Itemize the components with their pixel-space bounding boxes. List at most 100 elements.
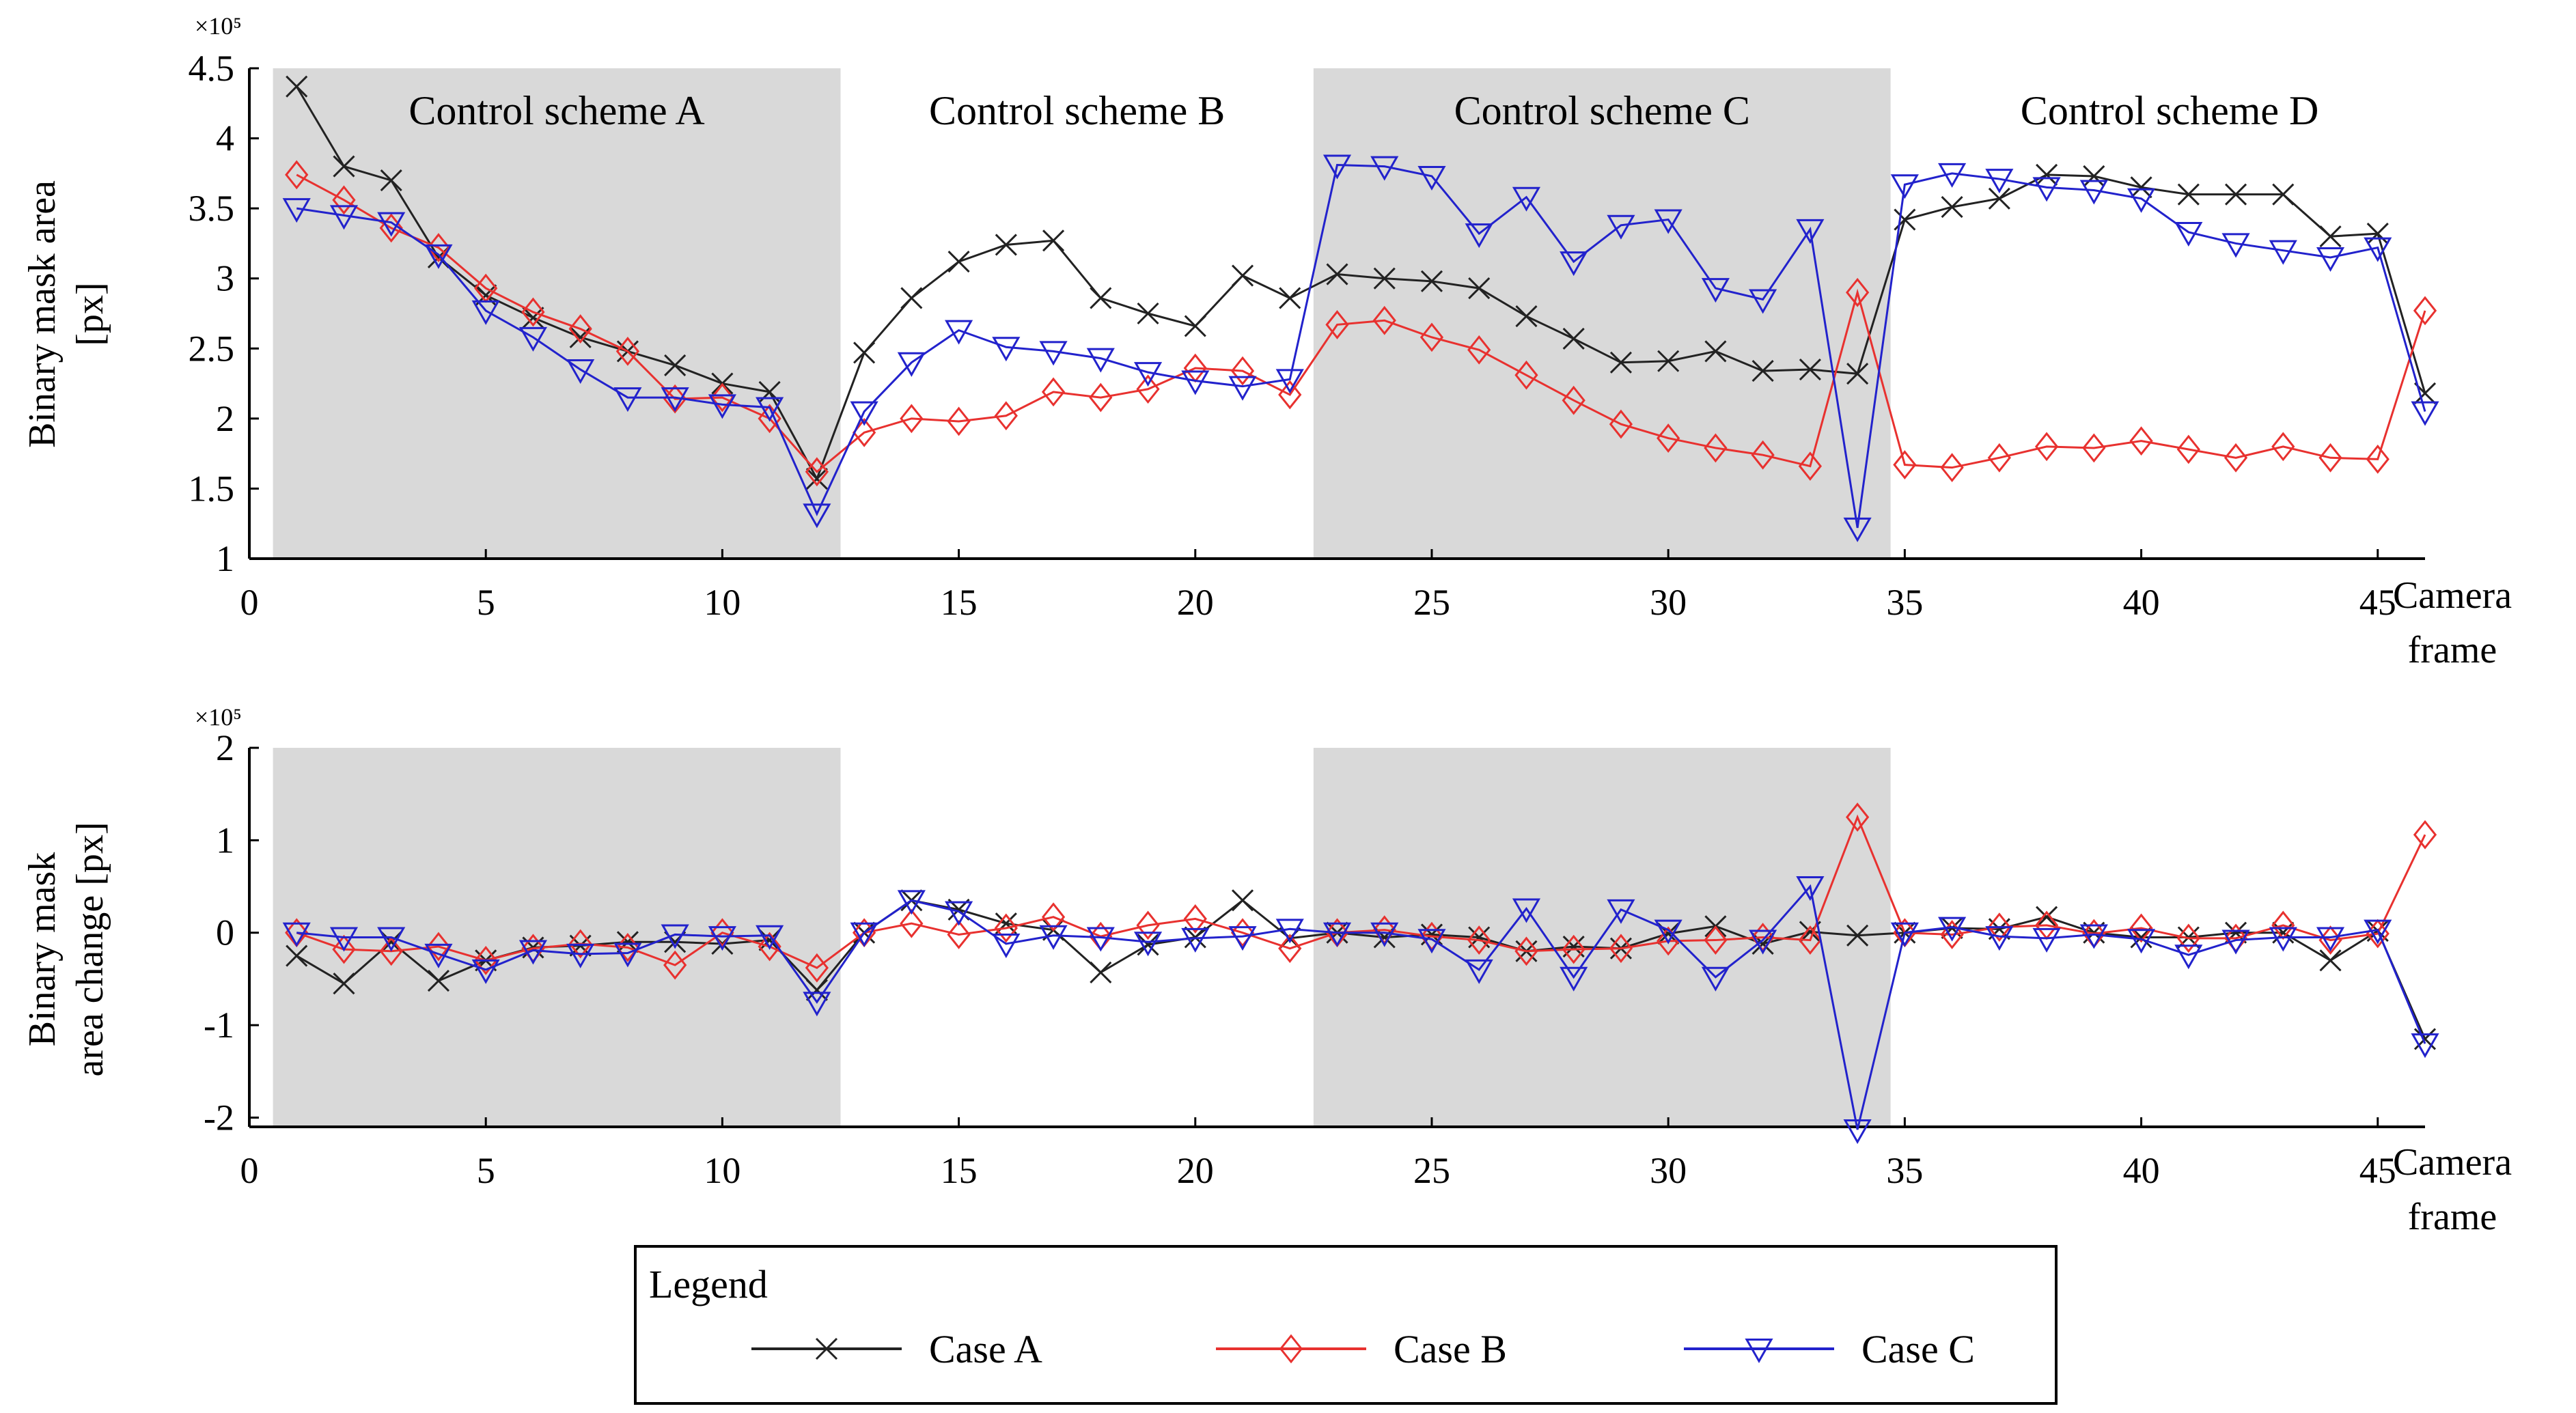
top-point-case-c-17	[1039, 341, 1068, 366]
top-x-tick-label-1: 5	[477, 582, 495, 623]
top-point-case-b-17	[1041, 377, 1066, 407]
bottom-point-case-b-40	[2129, 913, 2153, 943]
bottom-point-case-b-3	[379, 936, 403, 966]
top-point-case-b-29	[1609, 409, 1633, 439]
top-point-case-c-5	[471, 300, 500, 325]
top-point-case-a-38	[2036, 163, 2058, 186]
bottom-point-case-b-24	[1372, 915, 1396, 945]
top-point-case-a-3	[380, 169, 402, 192]
top-point-case-a-7	[569, 326, 592, 348]
bottom-point-case-b-37	[1987, 912, 2011, 942]
bottom-point-case-c-26	[1465, 959, 1493, 984]
top-y-scale-label: ×10⁵	[195, 12, 242, 40]
legend-label: Case A	[929, 1327, 1042, 1371]
top-point-case-c-42	[2221, 233, 2250, 258]
bottom-point-case-b-2	[332, 934, 356, 964]
top-point-case-c-26	[1465, 223, 1493, 249]
bottom-point-case-c-37	[1985, 926, 2014, 951]
top-point-case-a-19	[1137, 302, 1159, 325]
bottom-point-case-b-9	[663, 950, 687, 980]
top-point-case-a-24	[1373, 267, 1396, 290]
bottom-y-tick-label-3: 1	[216, 820, 234, 861]
top-point-case-a-42	[2224, 183, 2247, 206]
top-point-case-c-11	[756, 397, 784, 422]
bottom-y-scale-label: ×10⁵	[195, 703, 242, 731]
bottom-x-tick-label-9: 45	[2359, 1150, 2396, 1191]
top-point-case-b-16	[994, 401, 1018, 431]
top-x-tick-label-9: 45	[2359, 582, 2396, 623]
top-point-case-a-44	[2319, 225, 2342, 248]
bottom-point-case-a-19	[1137, 934, 1159, 956]
top-point-case-c-39	[2079, 180, 2108, 205]
top-point-case-c-43	[2269, 240, 2297, 265]
legend-triangle-down-marker	[1745, 1339, 1773, 1364]
top-x-label-line2: frame	[2408, 629, 2497, 671]
bottom-point-case-c-19	[1133, 932, 1163, 957]
top-x-tick-label-0: 0	[240, 582, 259, 623]
top-region-shade-0	[273, 68, 841, 559]
top-markers-case-c	[282, 154, 2439, 542]
top-point-case-a-43	[2272, 183, 2295, 206]
bottom-point-case-c-5	[471, 959, 500, 984]
bottom-x-label-line2: frame	[2408, 1196, 2497, 1238]
bottom-series	[282, 802, 2439, 1145]
top-point-case-b-25	[1419, 322, 1444, 352]
bottom-point-case-a-1	[286, 945, 308, 967]
bottom-point-case-c-34	[1843, 1119, 1872, 1145]
bottom-point-case-c-23	[1322, 922, 1352, 947]
top-point-case-a-28	[1562, 327, 1585, 350]
bottom-point-case-c-33	[1796, 876, 1825, 901]
bottom-point-case-c-27	[1512, 898, 1541, 923]
bottom-point-case-b-41	[2176, 923, 2200, 953]
top-point-case-a-25	[1420, 270, 1443, 292]
bottom-point-case-c-9	[661, 924, 689, 949]
top-point-case-b-41	[2176, 434, 2200, 464]
bottom-point-case-c-16	[992, 933, 1021, 958]
top-point-case-b-38	[2034, 432, 2059, 462]
bottom-point-case-a-3	[380, 931, 402, 953]
bottom-point-case-c-14	[897, 890, 926, 915]
bottom-point-case-c-44	[2316, 927, 2345, 952]
top-y-label-line1: Binary mask area	[21, 180, 64, 448]
top-point-case-a-20	[1184, 315, 1206, 337]
bottom-point-case-c-11	[756, 925, 784, 950]
bottom-point-case-c-7	[566, 943, 595, 968]
top-point-case-a-37	[1988, 187, 2010, 210]
top-point-case-b-26	[1467, 335, 1491, 365]
bottom-point-case-c-18	[1086, 927, 1115, 952]
bottom-point-case-c-31	[1701, 966, 1730, 992]
top-control-regions: Control scheme A Control scheme B Control …	[273, 68, 2318, 559]
bottom-series-line-case-c	[296, 884, 2426, 1130]
top-point-case-a-13	[853, 341, 876, 364]
top-point-case-c-14	[897, 352, 926, 377]
bottom-point-case-b-33	[1798, 925, 1823, 955]
top-point-case-c-30	[1654, 209, 1682, 234]
top-point-case-c-6	[518, 326, 548, 352]
bottom-point-case-c-29	[1607, 899, 1635, 924]
bottom-point-case-b-7	[568, 929, 592, 959]
top-x-label-line1: Camera	[2393, 574, 2512, 617]
top-axes	[248, 68, 2425, 560]
bottom-point-case-c-17	[1039, 925, 1068, 950]
top-point-case-a-16	[995, 234, 1017, 256]
bottom-x-tick-label-0: 0	[240, 1150, 259, 1191]
top-point-case-a-30	[1657, 350, 1680, 372]
legend-label: Case B	[1394, 1327, 1507, 1371]
bottom-point-case-c-42	[2221, 929, 2250, 955]
top-point-case-b-22	[1278, 380, 1302, 410]
top-point-case-b-28	[1562, 385, 1585, 415]
top-markers-case-a	[286, 75, 2437, 490]
top-point-case-a-2	[333, 155, 355, 178]
top-point-case-a-39	[2083, 165, 2105, 188]
bottom-markers-case-a	[286, 889, 2437, 1050]
bottom-y-tick-label-1: -1	[204, 1005, 234, 1046]
top-point-case-c-31	[1701, 278, 1730, 303]
top-y-label-line2: [px]	[69, 282, 111, 346]
bottom-point-case-b-5	[474, 945, 498, 975]
top-point-case-b-10	[710, 382, 734, 412]
bottom-point-case-b-25	[1419, 921, 1444, 951]
top-point-case-a-9	[664, 354, 687, 376]
top-point-case-a-35	[1894, 208, 1916, 231]
bottom-point-case-c-2	[329, 927, 359, 952]
scheme-label-1: Control scheme B	[929, 88, 1225, 133]
